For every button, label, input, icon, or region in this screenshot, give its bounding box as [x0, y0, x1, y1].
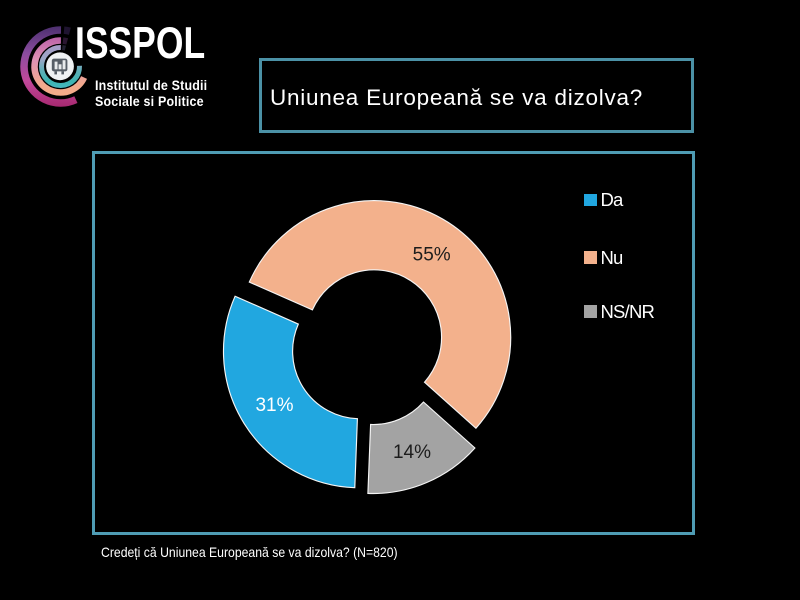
svg-text:55%: 55% [413, 244, 451, 265]
svg-text:14%: 14% [393, 442, 431, 463]
svg-text:31%: 31% [255, 395, 293, 416]
